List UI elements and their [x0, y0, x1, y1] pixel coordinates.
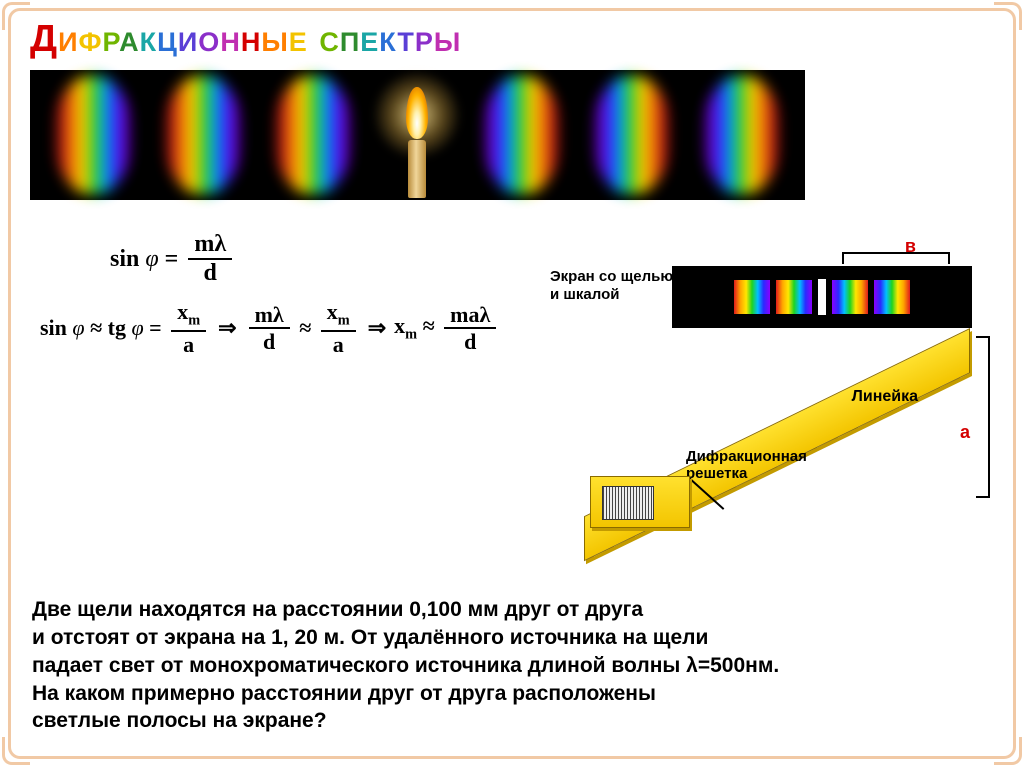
formula-line-2: sin φ ≈ tg φ = xm a ⇒ mλ d ≈ xm a ⇒ xm ≈… — [40, 300, 510, 355]
implies-icon: ⇒ — [368, 315, 386, 341]
page-title: Дифракционные спектры — [30, 18, 461, 61]
candle-icon — [383, 72, 451, 198]
spectrum-lobe — [703, 76, 781, 194]
mini-spectrum — [832, 280, 868, 314]
screen-label-l1: Экран со щелью — [550, 268, 673, 285]
setup-diagram: в Экран со щелью и шкалой Линейка а Дифр… — [530, 210, 1000, 540]
grating-label-l2: решетка — [686, 465, 747, 482]
ruler-label: Линейка — [852, 388, 918, 406]
fraction-den: d — [458, 329, 482, 353]
problem-line: светлые полосы на экране? — [32, 709, 327, 732]
diffraction-photo — [30, 70, 805, 200]
implies-icon: ⇒ — [218, 315, 236, 341]
spectrum-lobe — [54, 76, 132, 194]
formula-line-1: sin φ = mλ d — [110, 232, 510, 286]
spectrum-lobe — [483, 76, 561, 194]
frame-corner — [994, 737, 1022, 765]
problem-line: и отстоят от экрана на 1, 20 м. От удалё… — [32, 626, 708, 649]
grating-label-l1: Дифракционная — [686, 448, 807, 465]
formula-block: sin φ = mλ d sin φ ≈ tg φ = xm a ⇒ mλ d … — [40, 232, 510, 370]
mini-spectrum — [874, 280, 910, 314]
fraction-num: maλ — [444, 303, 496, 329]
fraction-den: a — [177, 332, 200, 356]
spectrum-lobe — [164, 76, 242, 194]
fraction-num: mλ — [249, 303, 290, 329]
fraction-num: mλ — [188, 232, 232, 260]
screen-label: Экран со щелью и шкалой — [550, 268, 673, 304]
problem-text: Две щели находятся на расстоянии 0,100 м… — [32, 596, 992, 735]
mini-spectrum — [776, 280, 812, 314]
mini-spectrum — [734, 280, 770, 314]
screen-label-l2: и шкалой — [550, 286, 619, 303]
dimension-a-label: а — [960, 422, 970, 443]
diffraction-grating-icon — [602, 486, 654, 520]
problem-line: Две щели находятся на расстоянии 0,100 м… — [32, 598, 643, 621]
grating-label: Дифракционная решетка — [686, 448, 836, 483]
screen-with-slit — [672, 266, 972, 328]
dimension-a-bracket — [976, 336, 990, 498]
frame-corner — [2, 737, 30, 765]
fraction-den: a — [327, 332, 350, 356]
frame-corner — [994, 2, 1022, 30]
frame-corner — [2, 2, 30, 30]
problem-line: На каком примерно расстоянии друг от дру… — [32, 682, 656, 705]
slit-icon — [818, 279, 826, 315]
spectrum-lobe — [593, 76, 671, 194]
dimension-b-bracket — [842, 252, 950, 264]
fraction-den: d — [198, 260, 223, 286]
fraction-num: xm — [171, 300, 206, 331]
problem-line: падает свет от монохроматического источн… — [32, 654, 779, 677]
fraction-den: d — [257, 329, 281, 353]
spectrum-lobe — [274, 76, 352, 194]
fraction-num: xm — [321, 300, 356, 331]
